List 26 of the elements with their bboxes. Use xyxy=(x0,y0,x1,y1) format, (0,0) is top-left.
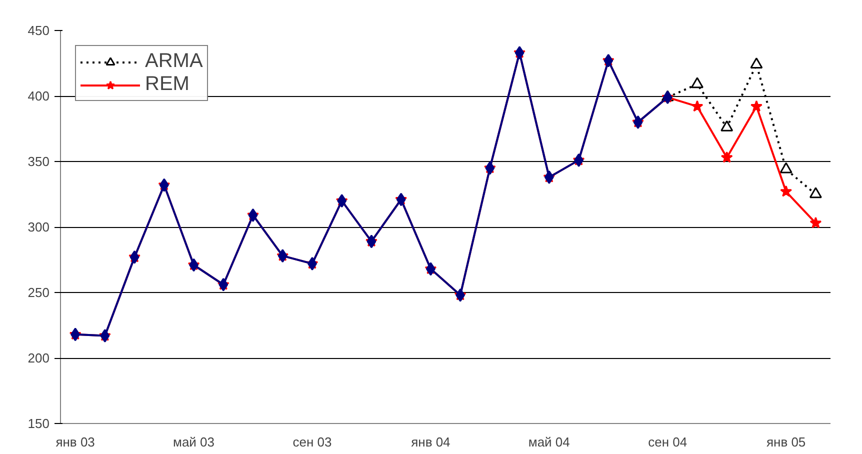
y-tick-label: 250 xyxy=(28,285,50,300)
x-tick-label: янв 05 xyxy=(766,434,806,450)
y-tick-label: 350 xyxy=(28,154,50,169)
x-tick-label: янв 03 xyxy=(56,434,95,450)
legend-label: ARMA xyxy=(145,50,203,73)
y-tick-label: 400 xyxy=(28,88,50,104)
x-tick-label: май 04 xyxy=(528,434,570,450)
y-tick-label: 450 xyxy=(28,23,50,38)
point xyxy=(750,100,762,112)
point xyxy=(690,77,704,88)
point xyxy=(720,151,733,163)
point xyxy=(720,120,734,132)
y-tick-label: 200 xyxy=(28,350,50,366)
x-tick-label: май 03 xyxy=(173,434,215,450)
point xyxy=(780,162,792,174)
x-tick-label: янв 04 xyxy=(411,434,450,450)
y-tick-label: 300 xyxy=(28,220,50,234)
x-tick-label: сен 03 xyxy=(292,434,332,450)
x-tick-label: сен 04 xyxy=(648,434,688,450)
point xyxy=(809,187,822,198)
legend-label: REM xyxy=(145,73,190,96)
point xyxy=(810,216,822,228)
point xyxy=(691,100,704,112)
point xyxy=(750,57,763,68)
y-tick-label: 150 xyxy=(28,416,50,431)
point xyxy=(780,185,792,197)
